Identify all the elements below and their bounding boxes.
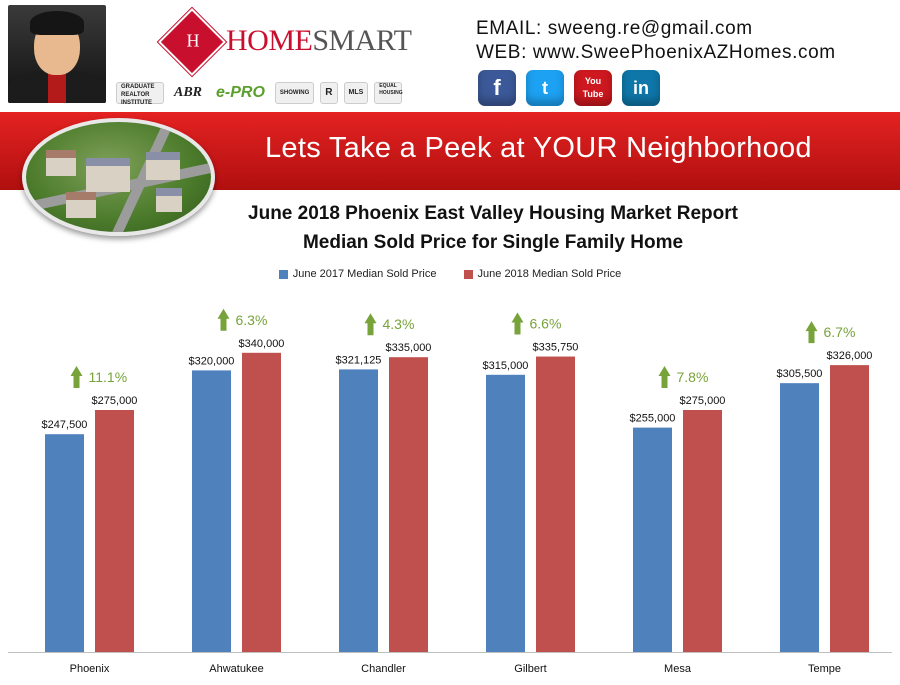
data-label-phoenix-2017: $247,500 [42,419,88,431]
bar-ahwatukee-2017 [192,370,231,652]
legend-item-2018: June 2018 Median Sold Price [463,268,622,280]
bar-phoenix-2017 [45,434,84,652]
data-label-phoenix-2018: $275,000 [92,395,138,407]
homesmart-mark-icon: H [158,8,226,76]
email-link[interactable]: sweeng.re@gmail.com [547,18,753,39]
data-label-ahwatukee-2017: $320,000 [189,355,235,367]
x-tick-label-mesa: Mesa [664,663,692,675]
bar-mesa-2018 [683,410,722,652]
data-label-mesa-2017: $255,000 [630,413,676,425]
growth-annotation-chandler: 4.3% [383,316,415,332]
data-label-gilbert-2018: $335,750 [533,342,579,354]
data-label-tempe-2017: $305,500 [777,368,823,380]
social-links: f t You Tube in [478,70,660,106]
header: H HOMESMART GRADUATE REALTOR INSTITUTE A… [0,0,900,110]
data-label-ahwatukee-2018: $340,000 [239,338,285,350]
up-arrow-icon-chandler [364,313,377,336]
legend-swatch-2018 [463,269,473,279]
facebook-icon[interactable]: f [478,70,516,106]
x-tick-label-gilbert: Gilbert [514,663,546,675]
growth-annotation-phoenix: 11.1% [89,369,128,385]
bar-phoenix-2018 [95,410,134,652]
up-arrow-icon-phoenix [70,366,83,388]
growth-annotation-tempe: 6.7% [824,324,856,340]
mls-badge: MLS [343,82,369,104]
web-label: WEB: [476,42,527,63]
bar-chandler-2017 [339,369,378,652]
x-tick-label-phoenix: Phoenix [70,663,110,675]
x-tick-label-chandler: Chandler [361,663,406,675]
bar-tempe-2018 [830,365,869,652]
up-arrow-icon-gilbert [511,312,524,335]
brand-name-suffix: SMART [312,24,412,57]
certification-badges: GRADUATE REALTOR INSTITUTE ABR e-PRO SHO… [116,82,403,106]
equal-housing-icon: EQUAL HOUSING [374,82,403,104]
x-tick-label-tempe: Tempe [808,663,841,675]
twitter-icon[interactable]: t [526,70,564,106]
bar-mesa-2017 [633,427,672,652]
bar-ahwatukee-2018 [242,352,281,652]
gri-badge: GRADUATE REALTOR INSTITUTE [116,82,164,106]
data-label-chandler-2017: $321,125 [336,354,382,366]
up-arrow-icon-ahwatukee [217,308,230,331]
epro-badge: e-PRO [216,84,265,101]
web-link[interactable]: www.SweePhoenixAZHomes.com [532,42,836,63]
data-label-mesa-2018: $275,000 [680,395,726,407]
brand-logo: H HOMESMART [158,8,412,76]
banner-title: Lets Take a Peek at YOUR Neighborhood [265,132,812,164]
up-arrow-icon-tempe [805,321,818,344]
bar-tempe-2017 [780,383,819,652]
bar-gilbert-2017 [486,374,525,652]
legend-label-2017: June 2017 Median Sold Price [292,268,437,280]
contact-info: EMAIL: sweeng.re@gmail.com WEB: www.Swee… [476,17,836,65]
up-arrow-icon-mesa [658,366,671,388]
youtube-icon[interactable]: You Tube [574,70,612,106]
legend-label-2018: June 2018 Median Sold Price [477,268,622,280]
bar-chart: $247,500 $275,000 Phoenix 11.1% $320,000 $340… [8,308,892,675]
data-label-gilbert-2017: $315,000 [483,360,529,372]
agent-photo [8,5,106,103]
realtor-badge: R [320,82,338,104]
bar-gilbert-2018 [536,356,575,652]
data-label-chandler-2018: $335,000 [386,342,432,354]
legend-item-2017: June 2017 Median Sold Price [278,268,437,280]
chart-title: June 2018 Phoenix East Valley Housing Ma… [248,203,738,224]
chart-legend: June 2017 Median Sold Price June 2018 Me… [0,268,900,282]
bar-chandler-2018 [389,357,428,652]
growth-annotation-mesa: 7.8% [677,369,709,385]
brand-name-prefix: HOME [226,24,313,57]
abr-badge: ABR [174,85,203,100]
growth-annotation-ahwatukee: 6.3% [236,312,268,328]
legend-swatch-2017 [278,269,288,279]
email-label: EMAIL: [476,18,542,39]
growth-annotation-gilbert: 6.6% [530,316,562,332]
neighborhood-globe-image [22,118,215,236]
data-label-tempe-2018: $326,000 [827,350,873,362]
chart-subtitle: Median Sold Price for Single Family Home [302,232,684,253]
x-tick-label-ahwatukee: Ahwatukee [209,663,263,675]
showing-badge: SHOWING [274,82,315,104]
linkedin-icon[interactable]: in [622,70,660,106]
